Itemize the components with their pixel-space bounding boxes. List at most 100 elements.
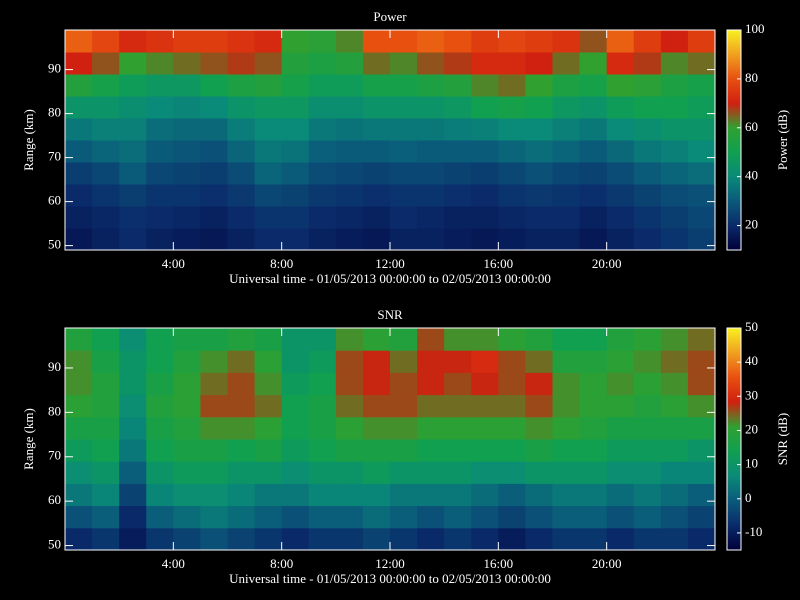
heatmap-cell <box>444 483 472 507</box>
heatmap-cell <box>335 439 364 462</box>
heatmap-cell <box>525 140 553 163</box>
heatmap-cell <box>606 184 635 207</box>
heatmap-cell <box>92 162 120 185</box>
heatmap-cell <box>308 140 337 163</box>
heatmap-cell <box>606 206 635 229</box>
heatmap-cell <box>606 394 635 418</box>
heatmap-cell <box>227 118 256 141</box>
heatmap-cell <box>606 527 635 551</box>
heatmap-cell <box>660 483 689 507</box>
heatmap-cell <box>633 118 662 141</box>
heatmap-cell <box>417 118 445 141</box>
heatmap-cell <box>335 372 364 396</box>
heatmap-cell <box>417 328 445 351</box>
heatmap-cell <box>579 52 608 75</box>
heatmap-cell <box>417 394 445 418</box>
heatmap-cell <box>119 140 147 163</box>
heatmap-cell <box>173 184 201 207</box>
heatmap-cell <box>660 52 689 75</box>
heatmap-cell <box>92 483 120 507</box>
heatmap-cell <box>92 461 120 484</box>
heatmap-cell <box>471 394 499 418</box>
heatmap-cell <box>579 439 608 462</box>
heatmap-cell <box>200 96 228 119</box>
heatmap-cell <box>417 140 445 163</box>
heatmap-cell <box>660 505 689 529</box>
heatmap-cell <box>335 140 364 163</box>
heatmap-cell <box>606 372 635 396</box>
heatmap-cell <box>227 372 256 396</box>
heatmap-cell <box>687 206 716 229</box>
heatmap-cell <box>200 52 228 75</box>
heatmap-cell <box>308 461 337 484</box>
heatmap-cell <box>444 394 472 418</box>
heatmap-cell <box>633 162 662 185</box>
heatmap-cell <box>471 74 499 97</box>
heatmap-cell <box>335 162 364 185</box>
y-tick-label: 80 <box>48 105 61 120</box>
heatmap-cell <box>417 162 445 185</box>
heatmap-cell <box>444 140 472 163</box>
heatmap-cell <box>633 372 662 396</box>
heatmap-cell <box>552 140 581 163</box>
heatmap-cell <box>281 483 310 507</box>
heatmap-cell <box>92 328 120 351</box>
heatmap-cell <box>552 461 581 484</box>
heatmap-cell <box>200 527 228 551</box>
heatmap-cell <box>660 96 689 119</box>
heatmap-cell <box>362 328 391 351</box>
heatmap-cell <box>362 527 391 551</box>
heatmap-cell <box>119 394 147 418</box>
heatmap-cell <box>362 30 391 53</box>
heatmap-cell <box>281 162 310 185</box>
heatmap-cell <box>92 394 120 418</box>
x-tick-label: 12:00 <box>375 556 405 571</box>
heatmap-cell <box>281 505 310 529</box>
heatmap-cell <box>390 96 418 119</box>
heatmap-cell <box>606 416 635 440</box>
heatmap-cell <box>606 461 635 484</box>
heatmap-cell <box>498 30 526 53</box>
heatmap-cell <box>200 184 228 207</box>
heatmap-cell <box>362 416 391 440</box>
heatmap-cell <box>687 140 716 163</box>
heatmap-cell <box>119 96 147 119</box>
heatmap-cell <box>444 118 472 141</box>
heatmap-cell <box>660 228 689 251</box>
heatmap-cell <box>444 206 472 229</box>
heatmap-cell <box>119 461 147 484</box>
heatmap-cell <box>498 394 526 418</box>
heatmap-cell <box>173 30 201 53</box>
heatmap-cell <box>92 228 120 251</box>
heatmap-cell <box>660 162 689 185</box>
heatmap-cell <box>552 372 581 396</box>
heatmap-cell <box>471 527 499 551</box>
x-tick-label: 20:00 <box>592 556 622 571</box>
heatmap-cell <box>173 228 201 251</box>
colorbar-label: Power (dB) <box>775 110 790 170</box>
heatmap-cell <box>687 350 716 373</box>
heatmap-cell <box>444 184 472 207</box>
heatmap-cell <box>579 328 608 351</box>
heatmap-cell <box>308 350 337 373</box>
heatmap-cell <box>173 416 201 440</box>
heatmap-cell <box>308 206 337 229</box>
x-tick-label: 4:00 <box>162 556 185 571</box>
heatmap-cell <box>254 483 283 507</box>
heatmap-cell <box>65 184 93 207</box>
heatmap-cell <box>200 228 228 251</box>
heatmap-cell <box>146 461 174 484</box>
heatmap-cell <box>362 184 391 207</box>
x-tick-label: 8:00 <box>270 556 293 571</box>
heatmap-cell <box>173 439 201 462</box>
heatmap-cell <box>660 372 689 396</box>
colorbar-tick-label: 0 <box>745 490 752 505</box>
heatmap-cell <box>417 372 445 396</box>
heatmap-cell <box>308 52 337 75</box>
heatmap-cell <box>390 206 418 229</box>
heatmap-cell <box>254 372 283 396</box>
heatmap-cell <box>390 118 418 141</box>
heatmap-cell <box>417 350 445 373</box>
heatmap-cell <box>633 140 662 163</box>
heatmap-cell <box>579 118 608 141</box>
